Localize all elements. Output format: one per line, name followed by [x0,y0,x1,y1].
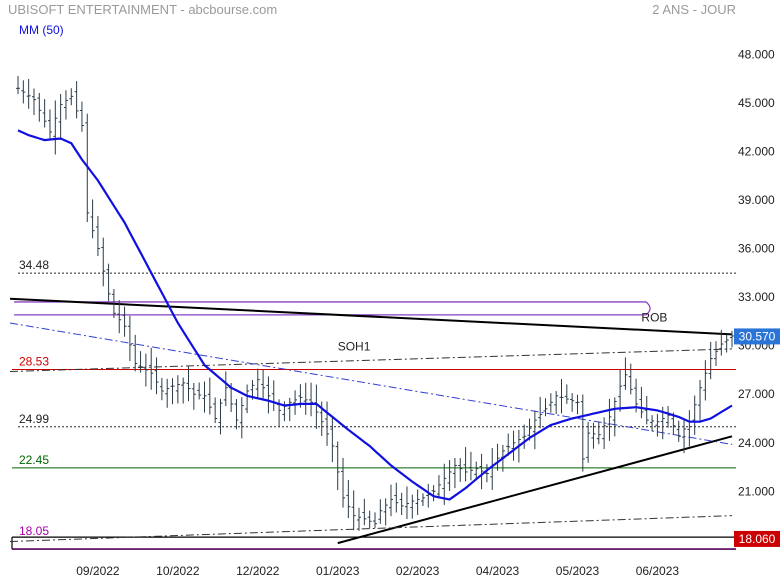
x-tick-label: 06/2023 [636,564,680,578]
x-tick-label: 04/2023 [476,564,520,578]
y-tick-label: 24.000 [738,436,775,450]
levels-layer [11,272,736,550]
trendline-soh1 [9,348,733,373]
period-label[interactable]: 2 ANS - JOUR [652,2,736,17]
annotation-rob: ROB [641,310,667,324]
level-label: 28.53 [19,354,49,368]
annotation-soh1: SOH1 [338,340,371,354]
trendline-support [337,435,733,545]
level-label: 34.48 [19,258,49,272]
axis-layer: 48.00045.00042.00039.00036.00033.00030.0… [76,47,775,578]
y-tick-label: 33.000 [738,290,775,304]
x-tick-label: 05/2023 [556,564,600,578]
x-tick-label: 01/2023 [316,564,360,578]
x-tick-label: 09/2022 [76,564,120,578]
trendline-resistance [9,297,733,336]
y-tick-label: 45.000 [738,96,775,110]
indicator-legend: MM (50) [19,23,64,37]
x-tick-label: 12/2022 [236,564,280,578]
moving-average-line [17,129,733,501]
level-label: 22.45 [19,453,49,467]
last-price-badge: 30.570 [739,329,776,343]
level-label: 24.99 [19,412,49,426]
moving-average-layer [17,129,733,501]
low-price-badge-bg [734,530,780,547]
rob-ellipse [14,301,651,316]
y-tick-label: 48.000 [738,47,775,61]
price-bars [16,76,734,531]
chart-title: UBISOFT ENTERTAINMENT - abcbourse.com [8,2,278,17]
y-tick-label: 39.000 [738,193,775,207]
trendlines-layer [9,297,733,545]
trendline-declining [9,322,733,445]
x-tick-label: 10/2022 [156,564,200,578]
y-tick-label: 36.000 [738,242,775,256]
x-tick-label: 02/2023 [396,564,440,578]
level-label: 18.05 [19,524,49,538]
y-tick-label: 42.000 [738,144,775,158]
y-tick-label: 27.000 [738,387,775,401]
last-price-badge-bg [734,328,780,345]
low-price-badge: 18.060 [739,532,776,546]
labels-layer: 34.48 28.53 24.99 22.45 18.05 SOH1 ROB 30.570 18… [19,258,780,547]
y-tick-label: 21.000 [738,484,775,498]
